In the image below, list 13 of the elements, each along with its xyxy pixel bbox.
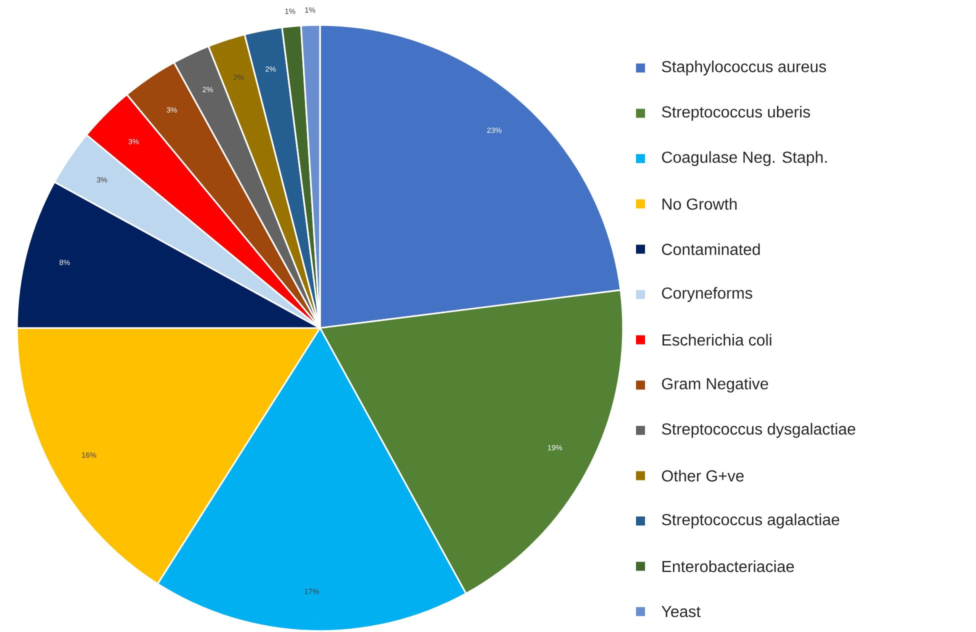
legend-label: Staphylococcus aureus bbox=[662, 60, 826, 76]
legend-label: Streptococcus uberis bbox=[662, 106, 810, 121]
legend-label: Gram Negative bbox=[662, 378, 768, 393]
legend-label: Contaminated bbox=[662, 243, 760, 256]
legend-label: Streptococcus agalactiae bbox=[662, 514, 840, 528]
legend-label: Coagulase Neg. Staph. bbox=[662, 151, 827, 166]
legend-label: Yeast bbox=[662, 606, 701, 618]
legend-label: Other G+ve bbox=[662, 470, 744, 482]
legend-label: Escherichia coli bbox=[662, 334, 772, 346]
legend-label: No Growth bbox=[662, 198, 737, 210]
legend-label: Coryneforms bbox=[662, 287, 752, 302]
legend-label: Enterobacteriaciae bbox=[662, 560, 794, 572]
legend-label: Streptococcus dysgalactiae bbox=[662, 422, 856, 438]
